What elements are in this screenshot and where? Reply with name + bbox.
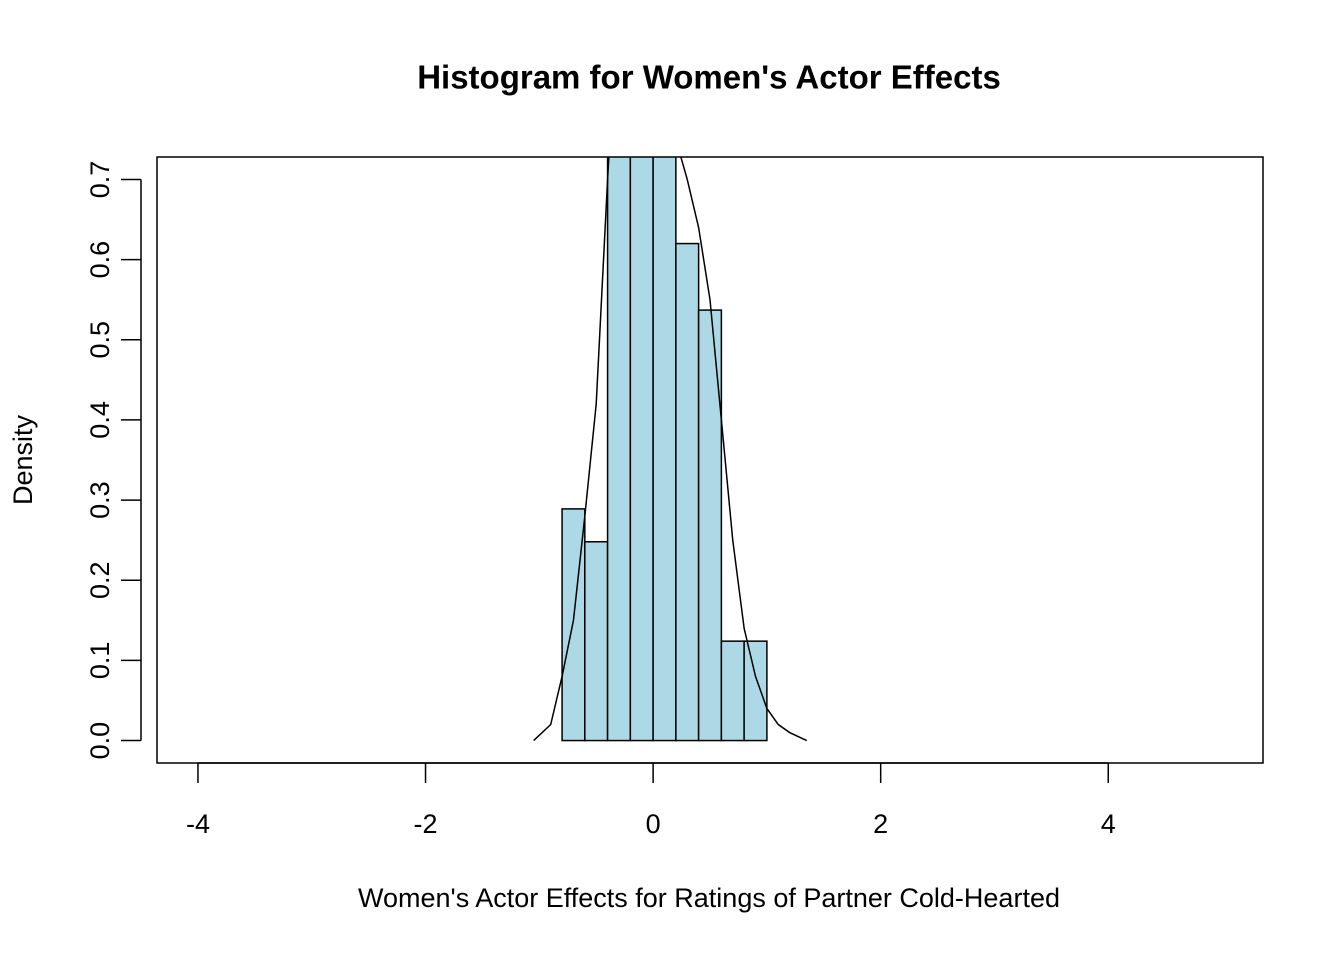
y-axis-label: Density <box>8 414 38 505</box>
y-tick-label: 0.1 <box>85 642 115 680</box>
y-tick-label: 0.4 <box>85 401 115 439</box>
bar <box>652 157 677 742</box>
bar <box>743 640 768 742</box>
bar <box>629 157 654 742</box>
y-tick-label: 0.6 <box>85 241 115 279</box>
x-axis-label: Women's Actor Effects for Ratings of Par… <box>358 883 1060 913</box>
chart-title: Histogram for Women's Actor Effects <box>417 59 1001 96</box>
x-tick-label: 4 <box>1101 809 1116 839</box>
bar <box>675 242 700 742</box>
bar <box>720 640 745 742</box>
plot-area <box>533 157 808 742</box>
y-tick-label: 0.3 <box>85 481 115 519</box>
x-tick-label: 0 <box>646 809 661 839</box>
bar <box>606 157 632 742</box>
x-tick-label: 2 <box>873 809 888 839</box>
bar <box>584 541 609 742</box>
y-tick-label: 0.5 <box>85 321 115 359</box>
bar <box>697 309 723 742</box>
density-curve <box>533 157 808 742</box>
y-tick-label: 0.7 <box>85 161 115 199</box>
x-tick-label: -2 <box>414 809 438 839</box>
y-tick-label: 0.2 <box>85 561 115 599</box>
y-tick-label: 0.0 <box>85 722 115 760</box>
x-tick-label: -4 <box>186 809 210 839</box>
